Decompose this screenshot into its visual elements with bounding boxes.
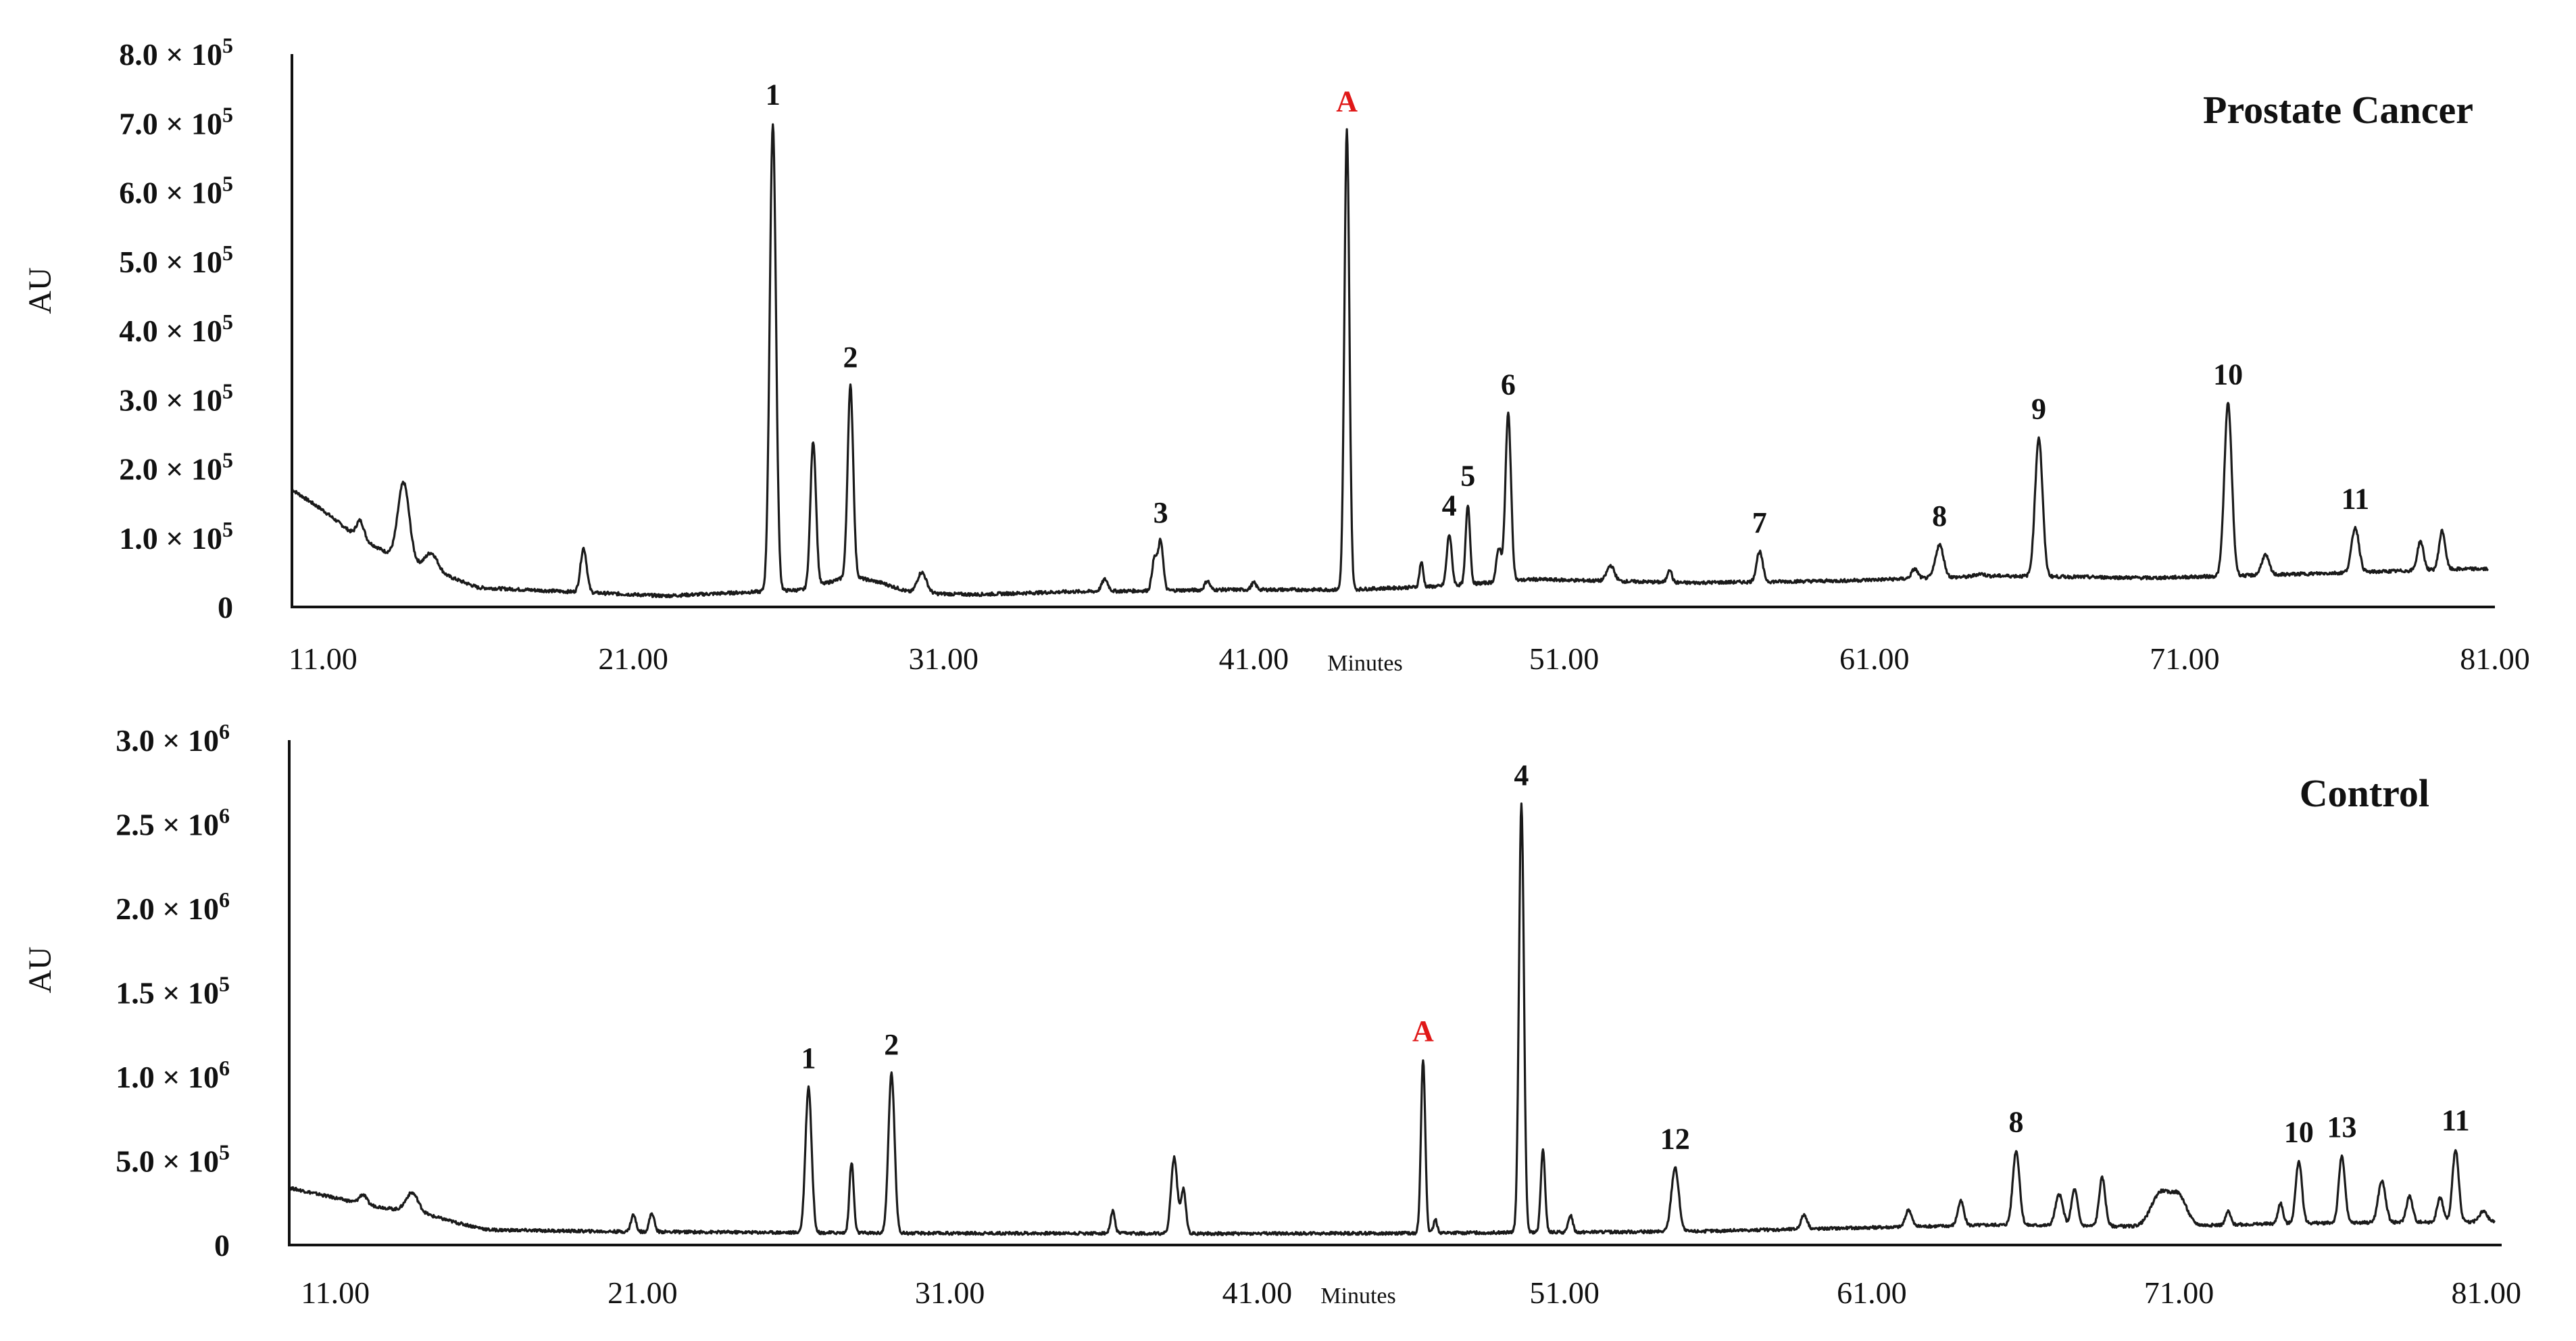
peak-label: 6 [1501, 368, 1516, 401]
x-tick-labels: 11.00 21.00 31.00 41.00 51.00 61.00 71.00 81.00 [301, 1275, 2521, 1310]
y-tick-label: 2.0 × 105 [119, 448, 233, 487]
x-tick-label: 81.00 [2452, 1275, 2522, 1310]
peak-label: 10 [2213, 358, 2243, 391]
peak-label: 4 [1514, 759, 1529, 792]
y-tick-label: 2.0 × 106 [116, 887, 230, 926]
y-axis-label: AU [22, 267, 58, 314]
x-tick-label: 31.00 [915, 1275, 985, 1310]
panel-control: Control AU 0 5.0 × 105 1.0 × 106 1.5 × 105 2… [22, 719, 2521, 1310]
chromatogram-trace [291, 123, 2490, 599]
axes [288, 740, 2502, 1246]
panel-title: Prostate Cancer [2203, 88, 2473, 132]
chromatogram-trace [288, 802, 2496, 1236]
x-tick-label: 21.00 [608, 1275, 678, 1310]
x-tick-label: 71.00 [2144, 1275, 2214, 1310]
peak-label: 2 [843, 341, 858, 374]
peak-label: 8 [1932, 499, 1947, 533]
y-tick-label: 0 [214, 1228, 230, 1263]
y-tick-label: 8.0 × 105 [119, 33, 233, 72]
y-tick-labels: 0 1.0 × 105 2.0 × 105 3.0 × 105 4.0 × 105 5.0… [119, 33, 233, 625]
x-tick-label: 61.00 [1837, 1275, 1907, 1310]
y-tick-label: 1.5 × 105 [116, 972, 230, 1010]
y-tick-label: 6.0 × 105 [119, 172, 233, 210]
axes [291, 54, 2495, 608]
y-axis-label: AU [22, 946, 58, 993]
x-tick-labels: 11.00 21.00 31.00 41.00 51.00 61.00 71.00 81.00 [289, 641, 2530, 676]
peak-label: 12 [1660, 1122, 1690, 1155]
y-tick-label: 0 [218, 590, 233, 625]
x-tick-label: 41.00 [1219, 641, 1289, 676]
peak-label: 2 [884, 1028, 899, 1061]
y-tick-labels: 0 5.0 × 105 1.0 × 106 1.5 × 105 2.0 × 106 2.5… [116, 719, 230, 1263]
y-tick-label: 7.0 × 105 [119, 102, 233, 141]
peak-label: 3 [1154, 496, 1168, 529]
peak-label: 1 [766, 78, 781, 111]
panel-prostate-cancer: Prostate Cancer AU 0 1.0 × 105 2.0 × 105 3.… [22, 33, 2530, 676]
peak-label: 4 [1442, 489, 1457, 522]
peak-label: 1 [801, 1042, 816, 1075]
y-tick-label: 5.0 × 105 [116, 1140, 230, 1179]
x-tick-label: 41.00 [1222, 1275, 1293, 1310]
peak-label: 7 [1752, 506, 1767, 539]
x-tick-label: 81.00 [2460, 641, 2530, 676]
y-tick-label: 5.0 × 105 [119, 241, 233, 279]
x-tick-label: 31.00 [908, 641, 979, 676]
peak-label: 8 [2009, 1106, 2024, 1139]
x-tick-label: 21.00 [598, 641, 668, 676]
y-tick-label: 3.0 × 106 [116, 719, 230, 758]
x-tick-label: 11.00 [301, 1275, 370, 1310]
y-tick-label: 4.0 × 105 [119, 310, 233, 348]
peak-label: A [1412, 1015, 1434, 1048]
x-tick-label: 61.00 [1839, 641, 1910, 676]
peak-label: 11 [2342, 482, 2370, 515]
x-tick-label: 51.00 [1529, 641, 1600, 676]
y-tick-label: 1.0 × 105 [119, 517, 233, 556]
x-axis-label: Minutes [1320, 1284, 1395, 1309]
y-tick-label: 3.0 × 105 [119, 379, 233, 417]
y-tick-label: 1.0 × 106 [116, 1056, 230, 1094]
peak-label: 11 [2442, 1104, 2470, 1137]
peak-label: 10 [2284, 1116, 2314, 1149]
peak-label: 13 [2327, 1111, 2357, 1144]
panel-title: Control [2300, 771, 2429, 815]
peak-label: A [1336, 84, 1358, 118]
y-tick-label: 2.5 × 106 [116, 804, 230, 842]
x-axis-label: Minutes [1327, 651, 1402, 676]
x-tick-label: 71.00 [2150, 641, 2220, 676]
peak-labels: 1 2 3 A 45 6 7 8 9 10 11 [766, 78, 2369, 539]
peak-label: 9 [2031, 392, 2046, 425]
peak-label: 5 [1460, 460, 1475, 493]
x-tick-label: 51.00 [1529, 1275, 1600, 1310]
x-tick-label: 11.00 [289, 641, 357, 676]
